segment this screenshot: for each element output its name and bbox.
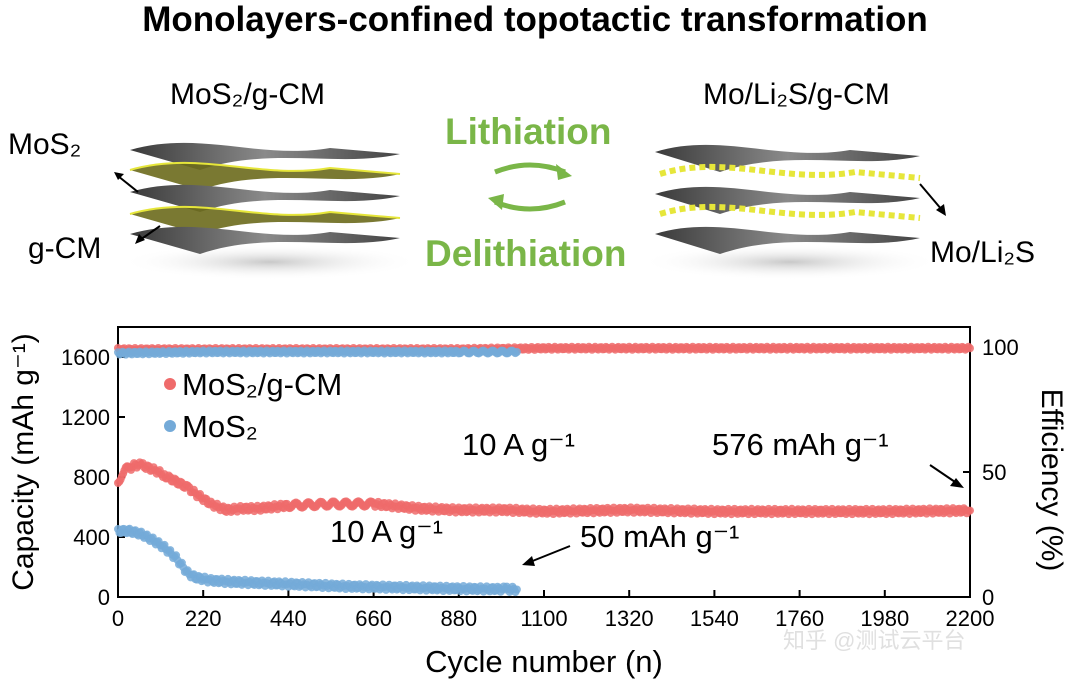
legend-label-mos2-gcm: MoS₂/g-CM xyxy=(182,367,342,402)
x-tick-label: 1760 xyxy=(775,606,824,631)
x-tick-label: 220 xyxy=(185,606,222,631)
x-axis-title: Cycle number (n) xyxy=(425,644,663,679)
y2-tick-label: 0 xyxy=(982,585,994,610)
x-tick-label: 440 xyxy=(270,606,307,631)
left-schematic-title: MoS₂/g-CM xyxy=(170,78,325,111)
annotation-rate-gcm: 10 A g⁻¹ xyxy=(462,427,575,462)
annotation-arrow-gcm xyxy=(929,464,959,485)
y-tick-label: 1600 xyxy=(61,345,110,370)
annotation-capacity-gcm: 576 mAh g⁻¹ xyxy=(712,427,889,462)
lithiation-label: Lithiation xyxy=(445,111,612,152)
right-schematic-title: Mo/Li₂S/g-CM xyxy=(703,78,890,111)
y2-axis-title: Efficiency (%) xyxy=(1035,389,1068,572)
y2-tick-label: 100 xyxy=(982,335,1019,360)
y-axis-ticks: 0 400 800 1200 1600 xyxy=(61,345,125,610)
point-mos2-efficiency xyxy=(512,348,521,356)
legend-marker-mos2 xyxy=(164,420,176,432)
point-mos2-capacity xyxy=(512,585,521,594)
data-points xyxy=(114,342,974,597)
annotation-capacity-mos2: 50 mAh g⁻¹ xyxy=(580,519,739,554)
y-tick-label: 1200 xyxy=(61,405,110,430)
x-tick-label: 1320 xyxy=(605,606,654,631)
mo-li2s-pointer-arrow xyxy=(919,183,943,211)
annotation-arrow-mos2 xyxy=(529,545,571,563)
x-tick-label: 2200 xyxy=(946,606,995,631)
legend-marker-mos2-gcm xyxy=(164,378,176,390)
x-axis-ticks: 0 220 440 660 880 1100 1320 1540 1760 1980 2200 xyxy=(112,590,995,631)
x-tick-label: 660 xyxy=(355,606,392,631)
y-tick-label: 400 xyxy=(73,525,110,550)
x-tick-label: 0 xyxy=(112,606,124,631)
y-axis-title: Capacity (mAh g⁻¹) xyxy=(7,333,40,591)
point-mos2-gcm-efficiency xyxy=(966,344,974,353)
capacity-chart: 0 220 440 660 880 1100 1320 1540 1760 1980 2200 0 4… xyxy=(7,326,1068,679)
mos2-pointer-arrow xyxy=(117,175,139,193)
x-tick-label: 1540 xyxy=(690,606,739,631)
figure-title: Monolayers-confined topotactic transform… xyxy=(142,0,928,39)
x-tick-label: 1100 xyxy=(520,606,567,631)
gcm-layer-label: g-CM xyxy=(28,232,102,265)
reversible-arrows-icon xyxy=(488,162,572,212)
y2-axis-ticks: 0 50 100 xyxy=(963,335,1019,610)
x-tick-label: 880 xyxy=(440,606,477,631)
mo-li2s-layer-label: Mo/Li₂S xyxy=(930,236,1036,269)
y-tick-label: 0 xyxy=(98,585,110,610)
annotation-rate-mos2: 10 A g⁻¹ xyxy=(330,514,443,549)
gcm-pointer-arrow xyxy=(139,225,161,241)
y2-tick-label: 50 xyxy=(982,460,1006,485)
schematic-illustration xyxy=(114,142,946,280)
mos2-layer-label: MoS₂ xyxy=(8,128,82,161)
legend-label-mos2: MoS₂ xyxy=(182,409,258,444)
delithiation-label: Delithiation xyxy=(425,233,627,274)
left-layer-stack xyxy=(120,142,420,280)
right-layer-stack xyxy=(640,144,940,280)
point-mos2-gcm-capacity xyxy=(966,506,974,515)
watermark: 知乎 @测试云平台 xyxy=(783,628,966,653)
legend: MoS₂/g-CM MoS₂ xyxy=(164,367,342,444)
y-tick-label: 800 xyxy=(73,465,110,490)
x-tick-label: 1980 xyxy=(860,606,909,631)
